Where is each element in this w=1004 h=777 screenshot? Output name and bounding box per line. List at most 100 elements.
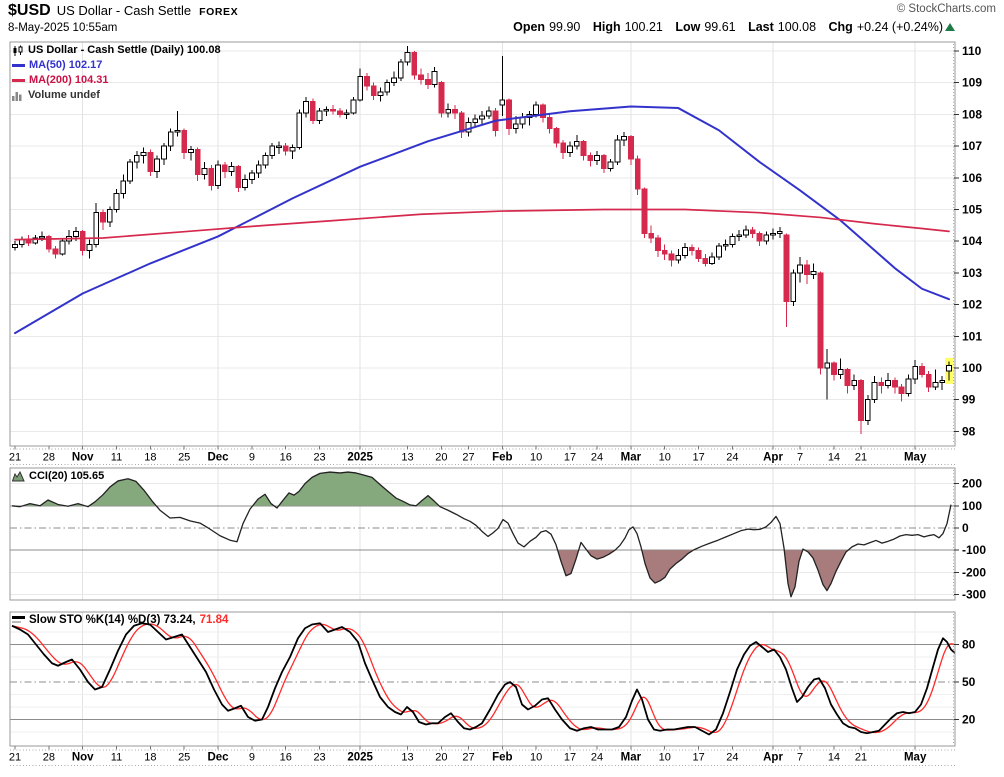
y-axis-label: 20 xyxy=(962,713,976,727)
x-axis-label: 21 xyxy=(9,452,21,464)
candle-body xyxy=(682,247,688,256)
high-label: High xyxy=(592,20,621,34)
y-axis-label: 102 xyxy=(962,298,982,312)
y-axis-label: 106 xyxy=(962,171,982,185)
cci-line xyxy=(11,471,952,598)
open-label: Open xyxy=(513,20,546,34)
candle-body xyxy=(262,155,269,166)
candle-body xyxy=(167,131,174,147)
x-axis-label: Apr xyxy=(763,752,783,764)
candle-body xyxy=(100,212,106,223)
x-axis-label: Feb xyxy=(492,452,512,464)
stockcharts-copyright-link[interactable]: © StockCharts.com xyxy=(896,3,996,15)
y-axis-label: 100 xyxy=(962,499,982,513)
x-axis-label: 13 xyxy=(401,752,413,764)
candle-body xyxy=(485,110,492,117)
candle-body xyxy=(878,381,885,386)
candle-body xyxy=(330,109,337,112)
x-axis-label: 24 xyxy=(591,452,603,464)
candle-body xyxy=(248,172,255,180)
x-axis-label: Dec xyxy=(207,452,229,464)
candle-body xyxy=(553,128,560,144)
legend-cci-label: CCI(20) 105.65 xyxy=(29,470,105,482)
candle-body xyxy=(181,129,188,153)
candle-body xyxy=(201,167,208,176)
legend-price-row: US Dollar - Cash Settle (Daily) 100.08 xyxy=(12,43,221,58)
candle-body xyxy=(851,380,858,386)
x-axis-label: 25 xyxy=(178,752,190,764)
chg-label: Chg xyxy=(828,20,853,34)
sto-line-swatch xyxy=(12,616,25,625)
candle-body xyxy=(715,245,722,258)
candle-body xyxy=(817,272,824,369)
y-axis-label: 98 xyxy=(962,424,976,438)
cci-oversold-fill xyxy=(641,550,694,584)
candlestick-icon xyxy=(13,45,23,56)
chart-datetime: 8-May-2025 10:55am xyxy=(8,22,118,34)
y-axis-label: 0 xyxy=(962,521,969,535)
candle-body xyxy=(452,109,458,114)
main-panel-frame xyxy=(9,41,956,447)
candle-body xyxy=(52,248,59,255)
candle-body xyxy=(600,155,607,169)
sto-k-line xyxy=(11,622,956,736)
x-axis-label: 28 xyxy=(43,752,55,764)
x-axis-label: 24 xyxy=(726,752,738,764)
x-axis-label: 23 xyxy=(313,452,325,464)
x-axis-label: 21 xyxy=(9,752,21,764)
legend-sto-row: Slow STO %K(14) %D(3) 73.24, 71.84 xyxy=(12,613,228,628)
candle-body xyxy=(431,71,438,85)
y-axis-label: 100 xyxy=(962,361,982,375)
x-axis-label: 14 xyxy=(828,452,840,464)
candle-body xyxy=(32,237,39,244)
candle-body xyxy=(255,164,262,174)
candle-body xyxy=(296,112,303,149)
x-axis-label: 10 xyxy=(659,452,671,464)
x-axis-label: 16 xyxy=(280,452,292,464)
cci-panel-frame xyxy=(9,467,956,601)
x-axis-label: 9 xyxy=(249,752,255,764)
candle-body xyxy=(634,158,641,190)
candle-body xyxy=(661,250,668,255)
candle-body xyxy=(397,61,404,79)
symbol-name: US Dollar - Cash Settle xyxy=(56,3,192,18)
y-axis-label: 99 xyxy=(962,393,976,407)
candle-body xyxy=(864,399,871,421)
x-axis-label: 13 xyxy=(401,452,413,464)
exchange-label: FOREX xyxy=(199,6,239,18)
candle-body xyxy=(790,272,797,302)
candle-body xyxy=(858,380,864,421)
x-axis-label: May xyxy=(904,752,927,764)
candle-body xyxy=(458,112,465,133)
legend-ma200-label: MA(200) 104.31 xyxy=(29,74,109,86)
ma50-line-swatch xyxy=(12,64,25,67)
candle-body xyxy=(648,232,655,239)
candle-body xyxy=(824,362,831,369)
candle-body xyxy=(12,243,18,249)
candle-body xyxy=(512,123,519,130)
candle-body xyxy=(269,145,276,157)
candle-body xyxy=(776,231,783,234)
x-axis-label: 10 xyxy=(659,752,671,764)
y-axis-label: 103 xyxy=(962,266,982,280)
x-axis-label: Nov xyxy=(72,752,94,764)
candle-body xyxy=(194,148,201,176)
candle-body xyxy=(343,112,350,115)
x-axis-label: 20 xyxy=(435,752,447,764)
candle-body xyxy=(221,164,228,172)
y-axis-label: 109 xyxy=(962,76,982,90)
ma200-line-swatch xyxy=(12,79,25,82)
candle-body xyxy=(499,99,506,106)
y-axis-label: -200 xyxy=(962,565,986,579)
candle-body xyxy=(235,166,242,188)
cci-oversold-fill xyxy=(804,550,849,591)
candle-body xyxy=(106,209,113,223)
candle-body xyxy=(289,147,296,152)
candle-body xyxy=(641,188,648,234)
candle-body xyxy=(309,101,316,122)
legend-volume-label: Volume undef xyxy=(28,89,100,101)
candle-body xyxy=(587,155,594,161)
x-axis-label: Mar xyxy=(621,452,642,464)
legend-sto-label: Slow STO %K(14) %D(3) 73.24, xyxy=(29,614,196,626)
